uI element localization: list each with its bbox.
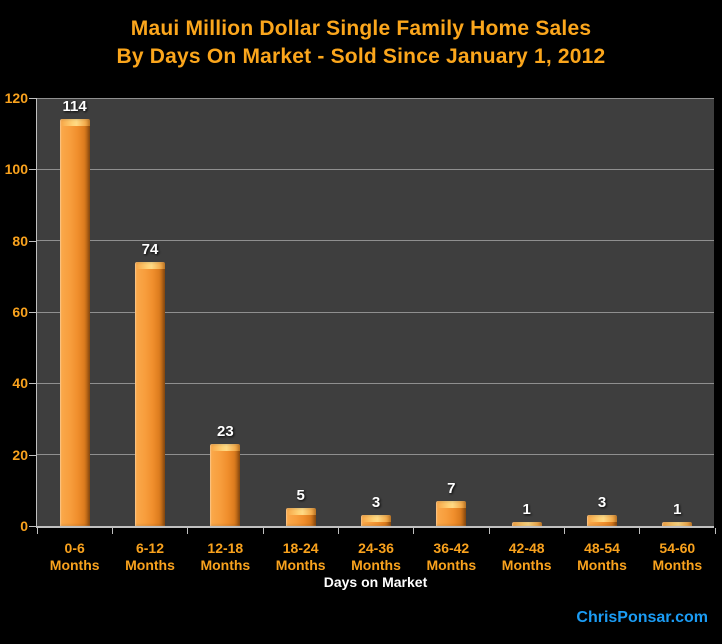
chart-title-line1: Maui Million Dollar Single Family Home S… xyxy=(130,17,592,40)
y-axis-tick-label: 80 xyxy=(12,232,28,249)
x-axis-category-line2: Months xyxy=(200,557,251,573)
x-axis-category-line2: Months xyxy=(125,557,175,573)
x-axis-category-line2: Months xyxy=(49,557,100,573)
bar-value-label: 74 xyxy=(141,241,159,259)
y-axis-tick-label: 60 xyxy=(12,304,28,320)
x-axis-category-label: 48-54 Months xyxy=(564,540,639,574)
y-axis-tick-label: 100 xyxy=(4,161,28,178)
chart-title-line2: By Days On Market - Sold Since January 1… xyxy=(116,45,606,68)
x-axis-category-label: 42-48 Months xyxy=(489,540,564,574)
gridline xyxy=(37,382,714,384)
chart-title: Maui Million Dollar Single Family Home S… xyxy=(0,15,722,71)
y-axis-tick-label: 0 xyxy=(20,518,28,534)
x-axis-category-label: 0-6 Months xyxy=(37,540,112,574)
y-axis-tick-mark xyxy=(29,98,36,99)
x-axis-category-label: 18-24 Months xyxy=(263,540,338,574)
x-axis-category-line2: Months xyxy=(426,557,477,573)
x-axis-tick-mark xyxy=(262,528,264,534)
x-axis-category-line2: Months xyxy=(275,557,326,573)
x-axis-category-line1: 42-48 xyxy=(508,540,545,556)
gridline xyxy=(37,97,714,99)
x-axis-category-line1: 54-60 xyxy=(659,540,696,556)
bar-value-label: 1 xyxy=(673,501,682,519)
bar xyxy=(135,262,165,526)
bar-value-label: 3 xyxy=(371,494,381,512)
bar xyxy=(361,515,391,526)
x-axis-tick-mark xyxy=(111,528,113,534)
bar-value-label: 1 xyxy=(522,501,531,519)
x-axis-category-line1: 36-42 xyxy=(433,540,470,556)
x-axis-tick-mark xyxy=(488,528,490,534)
x-axis-category-line1: 0-6 xyxy=(64,540,85,556)
x-axis-category-line2: Months xyxy=(577,557,627,573)
y-axis-tick-label: 20 xyxy=(12,446,28,463)
x-axis-title: Days on Market xyxy=(323,574,428,590)
x-axis-tick-mark xyxy=(36,528,38,534)
bar-value-label: 3 xyxy=(597,494,607,512)
bar xyxy=(59,119,90,526)
x-axis-tick-mark xyxy=(413,528,415,534)
bar xyxy=(285,508,316,526)
x-axis-category-label: 54-60 Months xyxy=(640,540,715,574)
bar-value-label: 114 xyxy=(62,98,87,116)
x-axis-category-line1: 48-54 xyxy=(584,540,620,556)
x-axis-tick-mark xyxy=(187,528,189,534)
bar xyxy=(662,522,693,526)
y-axis-tick-mark xyxy=(29,169,36,171)
x-axis-tick-mark xyxy=(714,528,716,534)
x-axis-category-label: 24-36 Months xyxy=(338,540,413,574)
x-axis-tick-mark xyxy=(639,528,641,534)
bar-value-label: 23 xyxy=(216,422,234,440)
bar xyxy=(436,501,467,526)
bar xyxy=(511,522,542,526)
bar-value-label: 7 xyxy=(447,480,456,498)
x-axis-tick-mark xyxy=(337,528,339,534)
plot-area: 114 0-6 Months 74 6-12 Months 23 12-18 Months 5 18… xyxy=(36,97,716,590)
bar xyxy=(587,515,617,526)
x-axis-category-line2: Months xyxy=(652,557,703,573)
x-axis-category-line2: Months xyxy=(501,557,552,573)
gridline xyxy=(37,311,714,313)
x-axis-category-line1: 12-18 xyxy=(207,540,244,556)
bar-value-label: 5 xyxy=(296,487,305,505)
y-axis-tick-label: 40 xyxy=(12,375,28,392)
x-axis-category-line1: 6-12 xyxy=(135,540,164,556)
x-axis-category-label: 12-18 Months xyxy=(188,540,263,574)
gridline xyxy=(37,168,714,170)
x-axis-category-label: 6-12 Months xyxy=(112,540,187,574)
gridline xyxy=(37,454,714,456)
bar xyxy=(210,443,241,526)
x-axis-category-line1: 24-36 xyxy=(358,540,394,556)
gridline xyxy=(37,240,714,242)
y-axis-tick-mark xyxy=(29,312,36,313)
x-axis-category-line2: Months xyxy=(351,557,401,573)
watermark-link[interactable]: ChrisPonsar.com xyxy=(576,609,708,626)
x-axis-tick-mark xyxy=(563,528,565,534)
y-axis-tick-mark xyxy=(29,240,36,242)
y-axis-tick-mark xyxy=(29,383,36,385)
x-axis-category-label: 36-42 Months xyxy=(414,540,489,574)
y-axis-tick-mark xyxy=(29,454,36,456)
x-axis-category-line1: 18-24 xyxy=(282,540,319,556)
y-axis-tick-label: 120 xyxy=(4,90,28,106)
y-axis-tick-mark xyxy=(29,526,36,527)
